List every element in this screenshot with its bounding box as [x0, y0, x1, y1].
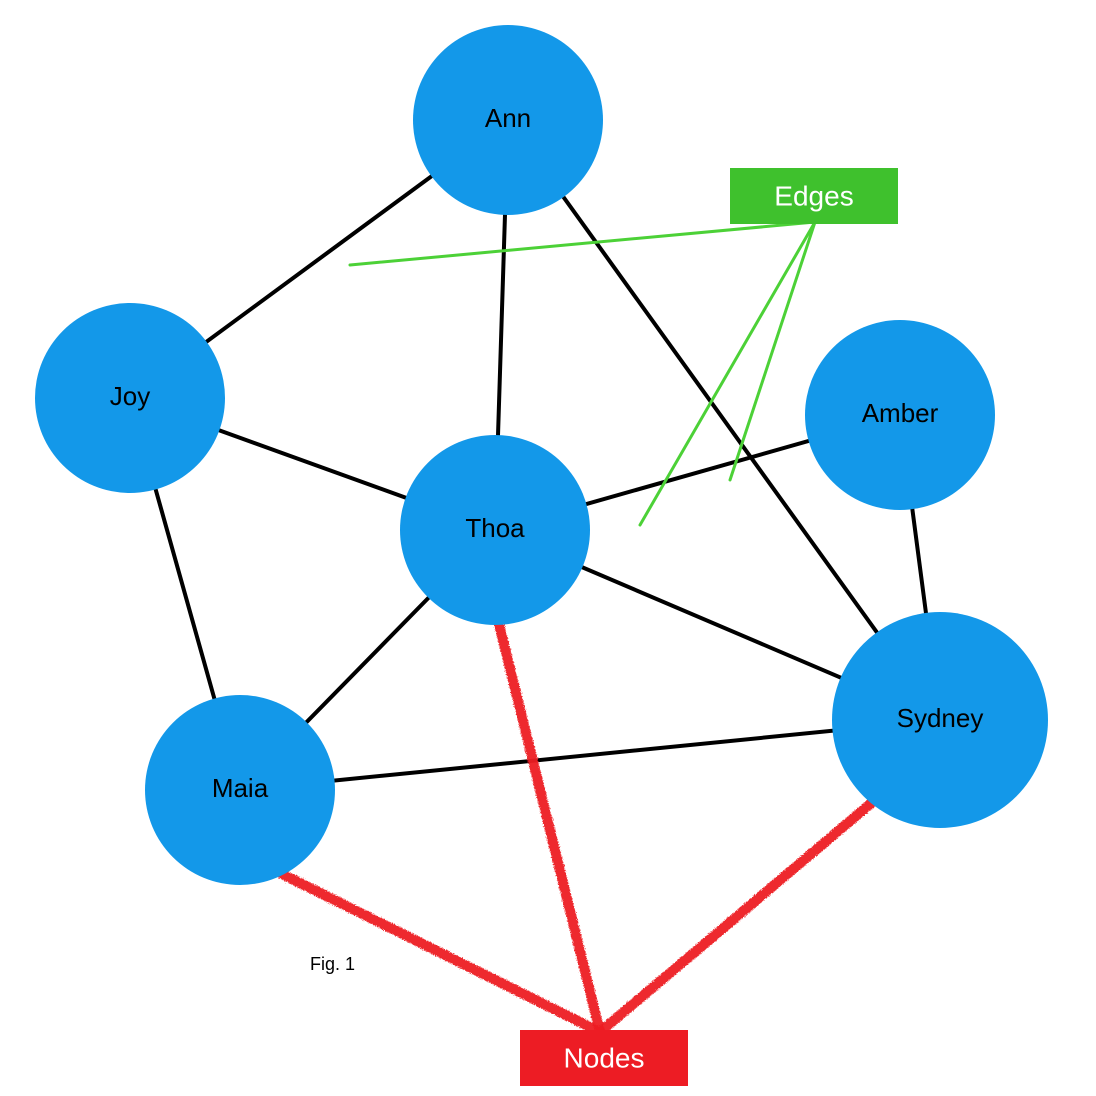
edges-callout-label: Edges	[774, 180, 853, 211]
node-label-amber: Amber	[862, 398, 939, 428]
node-label-sydney: Sydney	[897, 703, 984, 733]
edges-callout-line-1	[640, 222, 815, 525]
node-label-ann: Ann	[485, 103, 531, 133]
node-ann: Ann	[413, 25, 603, 215]
node-sydney: Sydney	[832, 612, 1048, 828]
node-label-maia: Maia	[212, 773, 269, 803]
node-amber: Amber	[805, 320, 995, 510]
nodes-callout-line-2	[600, 800, 875, 1032]
edges-callout-line-0	[350, 222, 815, 265]
nodes-callout-line-1	[498, 620, 600, 1032]
nodes-callout: Nodes	[520, 1030, 688, 1086]
node-label-thoa: Thoa	[465, 513, 525, 543]
network-diagram: Ann Joy Amber Thoa Sydney Maia Edges Nodes Fig…	[0, 0, 1096, 1096]
node-thoa: Thoa	[400, 435, 590, 625]
node-label-joy: Joy	[110, 381, 150, 411]
node-maia: Maia	[145, 695, 335, 885]
edges-callout: Edges	[730, 168, 898, 224]
nodes-callout-line-0	[278, 872, 600, 1032]
nodes-callout-label: Nodes	[564, 1042, 645, 1073]
node-joy: Joy	[35, 303, 225, 493]
figure-caption: Fig. 1	[310, 954, 355, 974]
